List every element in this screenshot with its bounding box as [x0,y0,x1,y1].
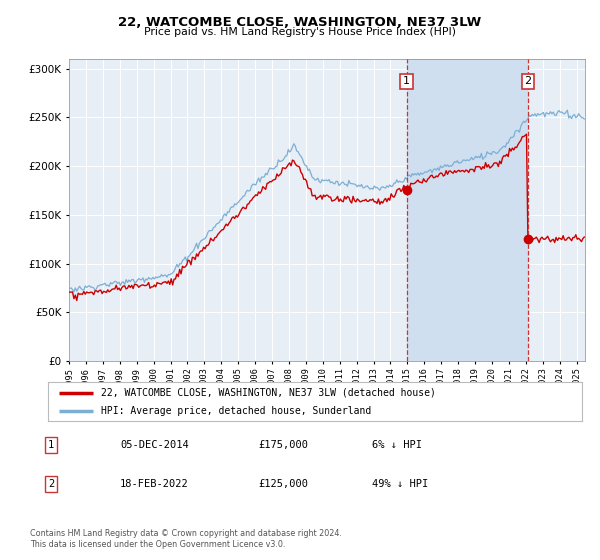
Text: 2: 2 [524,77,532,86]
Text: 49% ↓ HPI: 49% ↓ HPI [372,479,428,489]
Text: £175,000: £175,000 [258,440,308,450]
Text: £125,000: £125,000 [258,479,308,489]
Text: 2: 2 [48,479,54,489]
Bar [407,59,528,361]
Text: Price paid vs. HM Land Registry's House Price Index (HPI): Price paid vs. HM Land Registry's House … [144,27,456,37]
Text: 6% ↓ HPI: 6% ↓ HPI [372,440,422,450]
Text: 22, WATCOMBE CLOSE, WASHINGTON, NE37 3LW: 22, WATCOMBE CLOSE, WASHINGTON, NE37 3LW [118,16,482,29]
Text: Contains HM Land Registry data © Crown copyright and database right 2024.
This d: Contains HM Land Registry data © Crown c… [30,529,342,549]
Text: 05-DEC-2014: 05-DEC-2014 [120,440,189,450]
Text: 1: 1 [403,77,410,86]
Text: 1: 1 [48,440,54,450]
Text: HPI: Average price, detached house, Sunderland: HPI: Average price, detached house, Sund… [101,405,371,416]
Text: 22, WATCOMBE CLOSE, WASHINGTON, NE37 3LW (detached house): 22, WATCOMBE CLOSE, WASHINGTON, NE37 3LW… [101,388,436,398]
Text: 18-FEB-2022: 18-FEB-2022 [120,479,189,489]
